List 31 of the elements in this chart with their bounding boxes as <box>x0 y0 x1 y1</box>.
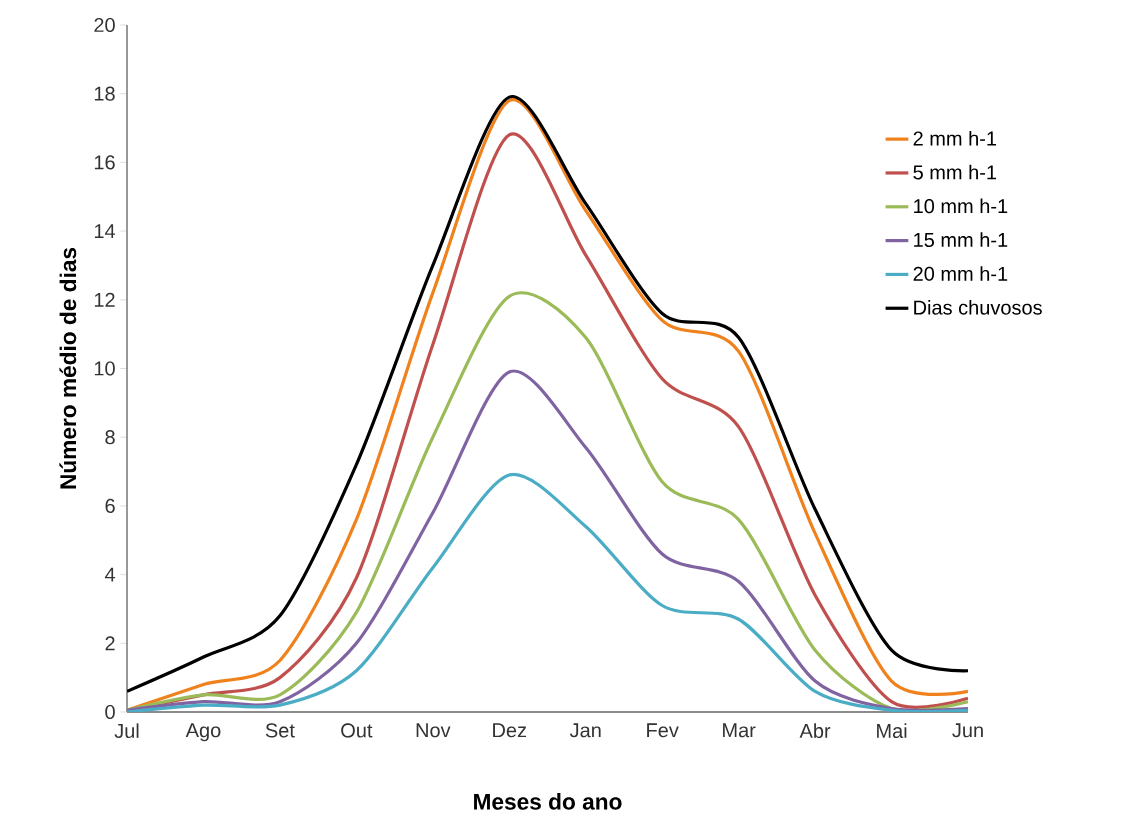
y-axis-title: Número médio de dias <box>59 247 77 489</box>
y-tick-label: 10 <box>94 361 115 376</box>
legend-label: 15 mm h-1 <box>914 232 1008 248</box>
y-tick-label: 18 <box>94 86 115 101</box>
legend-label: 5 mm h-1 <box>913 164 997 180</box>
x-tick-label: Abr <box>799 723 831 739</box>
x-tick-label: Out <box>341 723 373 738</box>
x-tick-label: Nov <box>416 723 451 738</box>
y-tick-label: 16 <box>94 155 115 170</box>
x-tick-label: Jul <box>114 723 139 739</box>
x-tick-label: Mai <box>877 723 907 739</box>
legend-label: 10 mm h-1 <box>914 198 1008 214</box>
y-tick-label: 2 <box>105 636 115 651</box>
y-tick-label: 8 <box>105 430 115 445</box>
x-tick-label: Dez <box>493 723 527 738</box>
x-tick-label: Fev <box>647 723 679 738</box>
legend-label: 20 mm h-1 <box>913 266 1008 281</box>
x-tick-label: Mar <box>723 723 756 738</box>
x-tick-label: Jun <box>952 723 983 738</box>
legend-label: 2 mm h-1 <box>913 130 997 146</box>
y-tick-label: 20 <box>94 17 115 33</box>
x-tick-label: Set <box>265 723 295 738</box>
y-tick-label: 0 <box>105 704 115 720</box>
x-tick-label: Ago <box>185 723 221 742</box>
legend-label: Dias chuvosos <box>914 300 1042 315</box>
y-tick-label: 6 <box>105 498 115 513</box>
x-tick-label: Jan <box>569 723 601 738</box>
y-tick-label: 12 <box>94 292 115 307</box>
x-axis-title: Meses do ano <box>474 793 622 810</box>
y-tick-label: 14 <box>94 224 116 238</box>
y-tick-label: 4 <box>104 567 116 582</box>
